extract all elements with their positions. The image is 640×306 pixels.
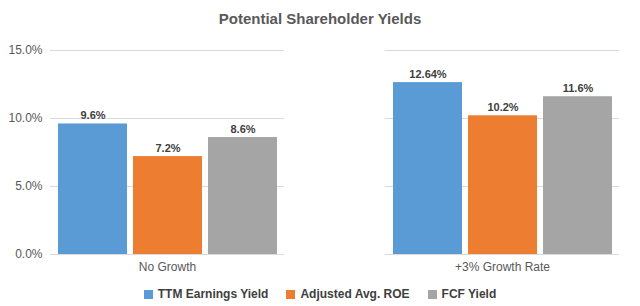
html-text:FCF Yield: FCF Yield (441, 287, 497, 301)
svg-text:7.2%: 7.2% (155, 142, 180, 154)
svg-text:10.0%: 10.0% (8, 111, 42, 125)
svg-text:5.0%: 5.0% (15, 179, 43, 193)
svg-text:9.6%: 9.6% (80, 109, 105, 121)
svg-text:+3% Growth Rate: +3% Growth Rate (455, 260, 550, 274)
html-text:Adjusted Avg. ROE: Adjusted Avg. ROE (300, 287, 410, 301)
svg-text:11.6%: 11.6% (563, 82, 594, 94)
html-text:Potential Shareholder Yields: Potential Shareholder Yields (218, 10, 422, 27)
svg-text:No Growth: No Growth (139, 260, 196, 274)
html-text:TTM Earnings Yield: TTM Earnings Yield (157, 287, 269, 301)
svg-text:12.64%: 12.64% (409, 68, 447, 80)
svg-text:0.0%: 0.0% (15, 247, 43, 261)
svg-text:15.0%: 15.0% (8, 43, 42, 57)
svg-text:10.2%: 10.2% (487, 101, 518, 113)
svg-text:8.6%: 8.6% (230, 123, 255, 135)
